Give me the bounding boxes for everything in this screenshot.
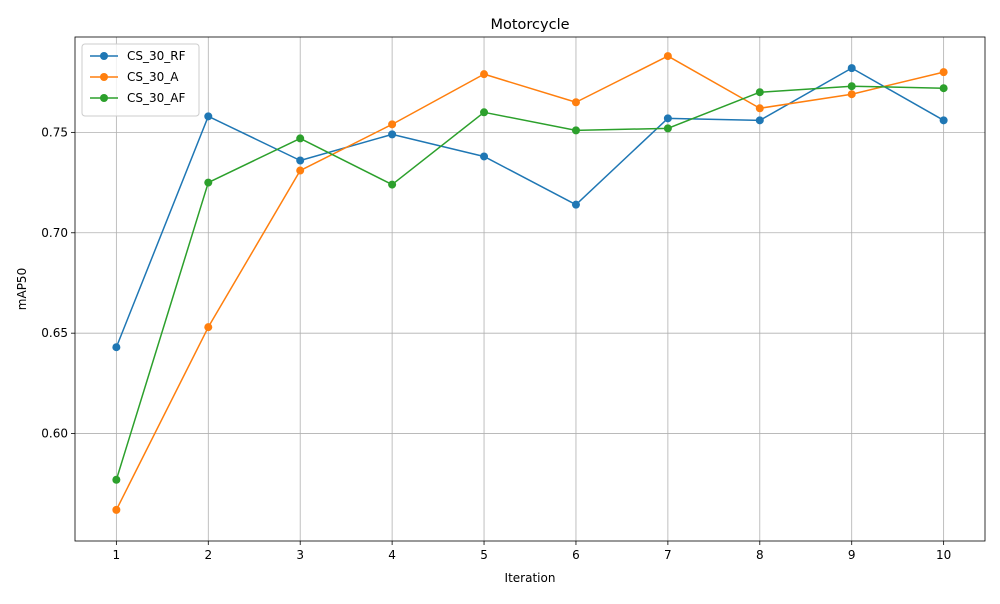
x-tick-label: 9 <box>848 548 856 562</box>
series-line <box>115 55 944 511</box>
legend-label: CS_30_A <box>127 70 179 84</box>
tick-layer: 1 2 3 4 5 6 7 8 9 10 0.60 0.65 0.70 0.75 <box>41 125 951 562</box>
plot-frame <box>74 36 986 542</box>
legend-item: CS_30_RF <box>90 49 186 63</box>
x-tick-label: 6 <box>572 548 580 562</box>
y-tick-label: 0.75 <box>41 125 68 139</box>
data-point <box>755 116 764 125</box>
x-tick-label: 8 <box>756 548 764 562</box>
data-point <box>755 88 764 97</box>
data-point <box>571 200 580 209</box>
legend: CS_30_RF CS_30_A CS_30_AF <box>81 43 200 117</box>
data-point <box>571 126 580 135</box>
data-point <box>480 70 489 79</box>
data-point <box>204 323 213 332</box>
data-point <box>939 116 948 125</box>
legend-marker <box>100 94 108 102</box>
grid-layer <box>75 37 985 541</box>
data-point <box>571 98 580 107</box>
legend-label: CS_30_AF <box>127 91 185 105</box>
x-tick-label: 4 <box>388 548 396 562</box>
data-point <box>847 64 856 73</box>
chart-title: Motorcycle <box>490 17 569 33</box>
series-line <box>115 85 944 480</box>
data-point <box>480 152 489 161</box>
series-cs-30-a <box>112 52 948 514</box>
legend-item: CS_30_AF <box>90 91 185 105</box>
series-layer <box>112 52 948 514</box>
series-cs-30-af <box>112 82 948 484</box>
y-tick-label: 0.65 <box>41 326 68 340</box>
x-tick-label: 7 <box>664 548 672 562</box>
data-point <box>388 130 397 139</box>
data-point <box>663 52 672 61</box>
data-point <box>388 120 397 129</box>
data-point <box>388 180 397 189</box>
legend-label: CS_30_RF <box>127 49 186 63</box>
y-tick-label: 0.60 <box>41 427 68 441</box>
x-tick-label: 10 <box>936 548 951 562</box>
data-point <box>296 166 305 175</box>
x-tick-label: 5 <box>480 548 488 562</box>
data-point <box>296 156 305 165</box>
data-point <box>112 475 121 484</box>
data-point <box>847 82 856 91</box>
data-point <box>847 90 856 99</box>
x-axis-title: Iteration <box>505 571 556 585</box>
data-point <box>112 505 121 514</box>
data-point <box>112 343 121 352</box>
y-axis-title: mAP50 <box>15 268 29 310</box>
data-point <box>204 178 213 187</box>
x-tick-label: 3 <box>296 548 304 562</box>
legend-marker <box>100 73 108 81</box>
data-point <box>296 134 305 143</box>
data-point <box>204 112 213 121</box>
x-tick-label: 2 <box>204 548 212 562</box>
data-point <box>939 84 948 93</box>
series-line <box>115 67 945 348</box>
data-point <box>480 108 489 117</box>
legend-item: CS_30_A <box>90 70 179 84</box>
data-point <box>663 114 672 123</box>
x-tick-label: 1 <box>113 548 121 562</box>
data-point <box>663 124 672 133</box>
legend-marker <box>100 52 108 60</box>
series-cs-30-rf <box>112 64 948 352</box>
y-tick-label: 0.70 <box>41 226 68 240</box>
data-point <box>939 68 948 77</box>
data-point <box>755 104 764 113</box>
